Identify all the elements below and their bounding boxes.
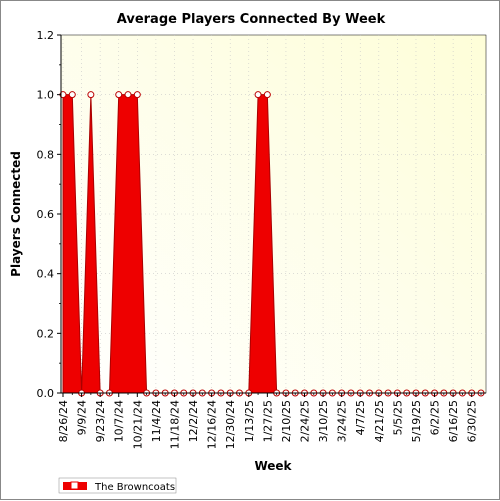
legend: The Browncoats	[58, 477, 177, 494]
x-tick-label: 12/30/24	[224, 400, 237, 449]
data-point	[254, 91, 262, 99]
x-tick-label: 1/13/25	[243, 400, 256, 442]
y-tick-label: 0.4	[37, 268, 55, 281]
legend-marker	[70, 481, 79, 490]
x-tick-label: 5/19/25	[410, 400, 423, 442]
data-point	[115, 91, 123, 99]
axes	[57, 34, 486, 397]
x-tick-label: 5/5/25	[391, 400, 404, 435]
x-axis-label: Week	[254, 459, 292, 473]
data-point	[133, 91, 141, 99]
y-tick-label: 1.2	[37, 29, 55, 42]
data-point	[263, 91, 271, 99]
x-tick-label: 4/7/25	[354, 400, 367, 435]
x-tick-label: 11/18/24	[168, 400, 181, 449]
x-tick-label: 10/21/24	[131, 400, 144, 449]
x-tick-label: 4/21/25	[373, 400, 386, 442]
data-point	[124, 91, 132, 99]
y-axis-label: Players Connected	[9, 151, 23, 277]
x-tick-label: 2/10/25	[280, 400, 293, 442]
x-tick-label: 1/27/25	[261, 400, 274, 442]
x-tick-label: 3/10/25	[317, 400, 330, 442]
y-tick-label: 0.6	[37, 208, 55, 221]
x-tick-label: 12/2/24	[187, 400, 200, 442]
y-tick-label: 0.2	[37, 327, 55, 340]
data-point	[68, 91, 76, 99]
x-tick-label: 6/16/25	[447, 400, 460, 442]
y-tick-label: 0.8	[37, 148, 55, 161]
x-tick-label: 10/7/24	[113, 400, 126, 442]
x-tick-label: 9/23/24	[94, 400, 107, 442]
legend-label: The Browncoats	[94, 482, 175, 493]
chart-title: Average Players Connected By Week	[117, 12, 386, 27]
x-tick-label: 2/24/25	[299, 400, 312, 442]
x-tick-label: 12/16/24	[206, 400, 219, 449]
data-point	[87, 91, 95, 99]
y-tick-label: 0.0	[37, 387, 55, 400]
x-tick-label: 9/9/24	[76, 400, 89, 435]
x-tick-label: 6/2/25	[429, 400, 442, 435]
x-tick-label: 3/24/25	[336, 400, 349, 442]
y-tick-labels: 0.0 0.2 0.4 0.6 0.8 1.0 1.2	[37, 29, 55, 400]
x-tick-label: 11/4/24	[150, 400, 163, 442]
legend-box	[58, 477, 177, 494]
y-tick-label: 1.0	[37, 89, 55, 102]
x-tick-label: 8/26/24	[57, 400, 70, 442]
x-tick-label: 6/30/25	[466, 400, 479, 442]
x-tick-labels: 8/26/24 9/9/24 9/23/24 10/7/24 10/21/24 11/4/…	[57, 400, 479, 449]
